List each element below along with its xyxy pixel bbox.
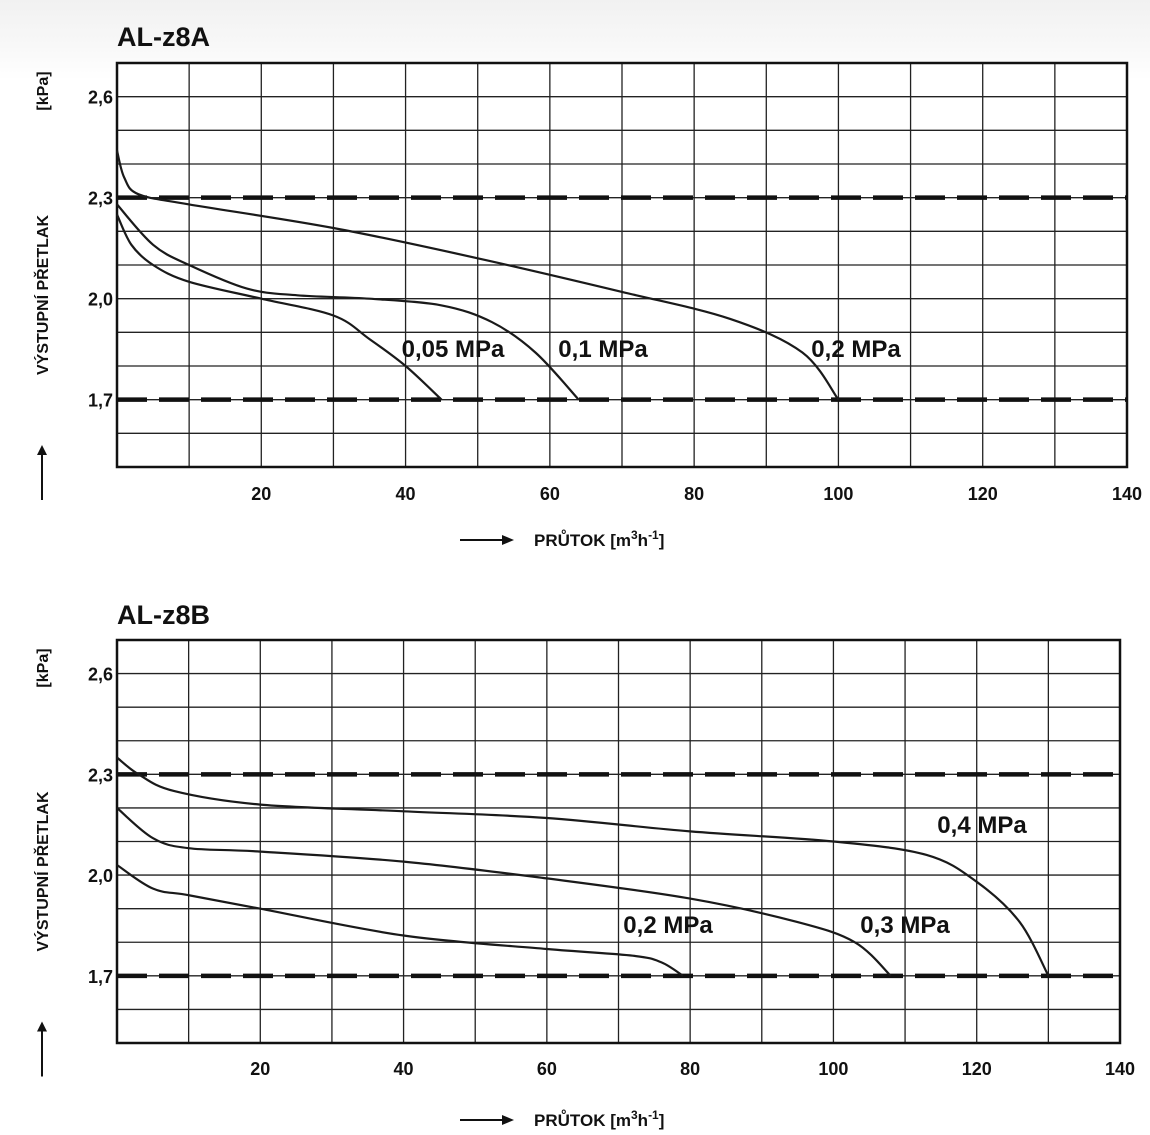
x-tick-label: 100 <box>823 484 853 504</box>
x-axis-unit-part: h <box>638 531 648 550</box>
y-axis-unit: [kPa] <box>35 71 52 110</box>
x-axis-arrow-icon <box>502 1115 514 1125</box>
y-tick-label: 2,3 <box>88 765 113 785</box>
x-tick-label: 80 <box>680 1059 700 1079</box>
x-axis-label: PRŮTOK [m3h-1] <box>534 528 664 550</box>
plot-frame <box>115 638 1122 1045</box>
x-tick-label: 60 <box>537 1059 557 1079</box>
chart-title: AL-z8A <box>117 22 210 52</box>
series-label: 0,05 MPa <box>402 336 505 363</box>
x-axis-unit-superscript: 3 <box>631 528 638 542</box>
y-axis-arrow-icon <box>37 445 47 455</box>
series-label: 0,1 MPa <box>558 336 648 363</box>
x-tick-label: 140 <box>1105 1059 1135 1079</box>
y-tick-label: 2,6 <box>88 88 113 108</box>
y-tick-label: 2,3 <box>88 189 113 209</box>
x-tick-label: 140 <box>1112 484 1142 504</box>
x-tick-label: 80 <box>684 484 704 504</box>
x-axis-unit-part: ] <box>659 531 665 550</box>
series-line-0-3-mpa <box>116 807 892 977</box>
y-tick-label: 2,0 <box>88 866 113 886</box>
x-tick-label: 120 <box>968 484 998 504</box>
x-tick-label: 120 <box>962 1059 992 1079</box>
series-line-0-2-mpa <box>115 150 840 401</box>
chart-al-z8b: 0,2 MPa 0,3 MPa 0,4 MPa AL-z8B 2,6 2,3 2,0 1,7 2… <box>33 600 1135 1130</box>
x-tick-label: 100 <box>818 1059 848 1079</box>
x-tick-label: 20 <box>251 484 271 504</box>
series-line-0-05-mpa <box>115 214 443 401</box>
series-line-0-2-mpa <box>116 864 684 977</box>
y-tick-label: 1,7 <box>88 391 113 411</box>
series-line-0-4-mpa <box>116 756 1050 977</box>
x-axis-unit-part: PRŮTOK [m <box>534 530 631 550</box>
chart-title: AL-z8B <box>117 600 210 630</box>
x-tick-label: 60 <box>540 484 560 504</box>
x-tick-label: 40 <box>396 484 416 504</box>
series-label: 0,2 MPa <box>811 336 901 363</box>
x-tick-label: 40 <box>394 1059 414 1079</box>
x-axis-unit-superscript: -1 <box>648 1108 659 1122</box>
y-tick-label: 1,7 <box>88 967 113 987</box>
x-tick-label: 20 <box>250 1059 270 1079</box>
y-axis-unit: [kPa] <box>35 648 52 687</box>
series-line-0-1-mpa <box>116 203 580 401</box>
chart-al-z8a: 0,05 MPa 0,1 MPa 0,2 MPa AL-z8A 2,6 2,3 2,0 1,7… <box>33 22 1142 550</box>
x-axis-label: PRŮTOK [m3h-1] <box>534 1108 664 1130</box>
y-tick-label: 2,0 <box>88 290 113 310</box>
x-axis-unit-superscript: 3 <box>631 1108 638 1122</box>
y-axis-arrow-icon <box>37 1021 47 1032</box>
plot-frame <box>115 61 1129 469</box>
y-axis-label: VÝSTUPNÍ PŘETLAK <box>33 791 52 951</box>
x-axis-unit-superscript: -1 <box>648 528 659 542</box>
x-axis-unit-part: PRŮTOK [m <box>534 1110 631 1130</box>
x-axis-unit-part: h <box>638 1111 648 1130</box>
series-label: 0,2 MPa <box>623 912 713 939</box>
series-label: 0,4 MPa <box>937 812 1027 839</box>
x-axis-arrow-icon <box>502 535 514 545</box>
y-tick-label: 2,6 <box>88 665 113 685</box>
series-label: 0,3 MPa <box>860 912 950 939</box>
x-axis-unit-part: ] <box>659 1111 665 1130</box>
y-axis-label: VÝSTUPNÍ PŘETLAK <box>33 215 52 375</box>
